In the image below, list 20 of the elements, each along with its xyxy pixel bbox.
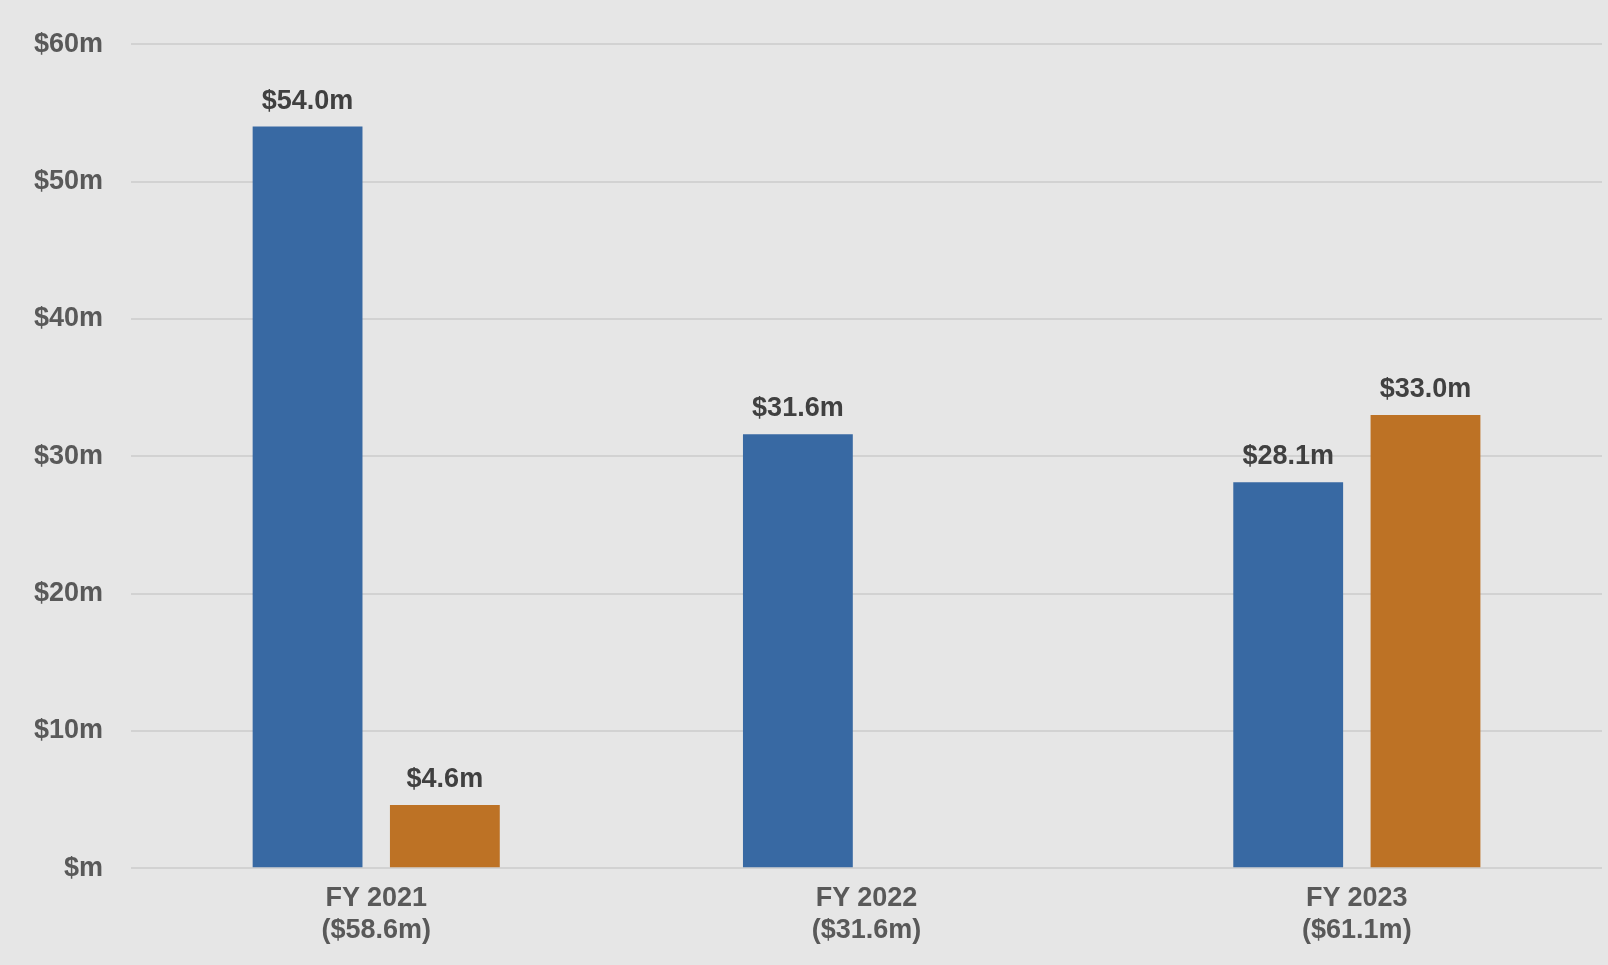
bar [389,805,500,868]
data-label: $54.0m [261,84,354,115]
data-label: $33.0m [1379,372,1472,403]
y-tick-label: $20m [33,576,104,607]
bar [742,434,853,868]
x-tick-label: FY 2021 ($58.6m) [321,881,431,945]
bar [1233,482,1344,868]
data-label: $31.6m [752,392,844,423]
bar [252,126,363,868]
data-label: $28.1m [1242,440,1334,471]
x-tick-label: FY 2023 ($61.1m) [1302,881,1412,945]
y-tick-label: $60m [33,27,104,58]
y-tick-label: $10m [33,714,104,745]
y-tick-label: $m [64,851,104,882]
y-tick-label: $30m [33,439,104,470]
bar [1370,415,1481,868]
y-tick-label: $50m [33,164,104,195]
y-tick-label: $40m [33,302,104,333]
x-tick-label: FY 2022 ($31.6m) [811,881,922,945]
data-label: $4.6m [406,762,484,793]
